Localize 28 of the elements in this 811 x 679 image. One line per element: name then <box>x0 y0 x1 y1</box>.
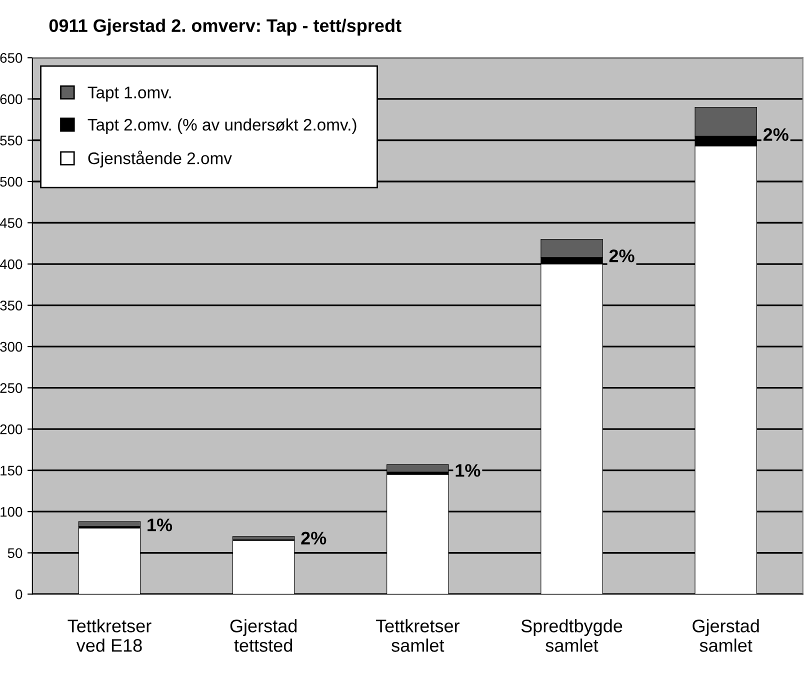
y-tick-label: 600 <box>0 94 22 104</box>
chart-title: 0911 Gjerstad 2. omverv: Tap - tett/spredt <box>49 18 402 36</box>
y-tick-label: 0 <box>16 589 22 600</box>
y-tick-label: 400 <box>0 259 22 270</box>
y-tick-label: 550 <box>0 136 22 146</box>
x-tick-label: Gjerstad tettsted <box>230 619 297 652</box>
legend-label: Tapt 1.omv. <box>88 86 171 102</box>
y-tick-label: 500 <box>0 176 22 187</box>
legend-label: Gjenstående 2.omv <box>88 150 232 168</box>
y-tick-label: 350 <box>0 300 22 310</box>
y-tick-label: 200 <box>0 424 22 434</box>
legend-label: Tapt 2.omv. (% av undersøkt 2.omv.) <box>88 118 356 134</box>
x-tick-label: Tettkretser samlet <box>376 619 460 652</box>
annotation: 2% <box>301 532 326 544</box>
annotation: 1% <box>148 518 172 532</box>
annotation: 2% <box>763 128 788 141</box>
y-tick-label: 150 <box>0 466 22 476</box>
y-tick-label: 300 <box>0 342 22 352</box>
annotation: 1% <box>456 464 480 477</box>
y-tick-label: 100 <box>0 506 22 517</box>
x-tick-label: Tettkretser ved E18 <box>68 619 152 652</box>
y-tick-label: 650 <box>0 53 22 63</box>
x-tick-label: Gjerstad samlet <box>692 619 759 652</box>
y-tick-label: 450 <box>0 218 22 228</box>
y-tick-label: 250 <box>0 383 22 393</box>
y-tick-label: 50 <box>8 548 22 558</box>
annotation: 2% <box>609 249 634 262</box>
x-tick-label: Spredtbygde samlet <box>521 619 622 652</box>
